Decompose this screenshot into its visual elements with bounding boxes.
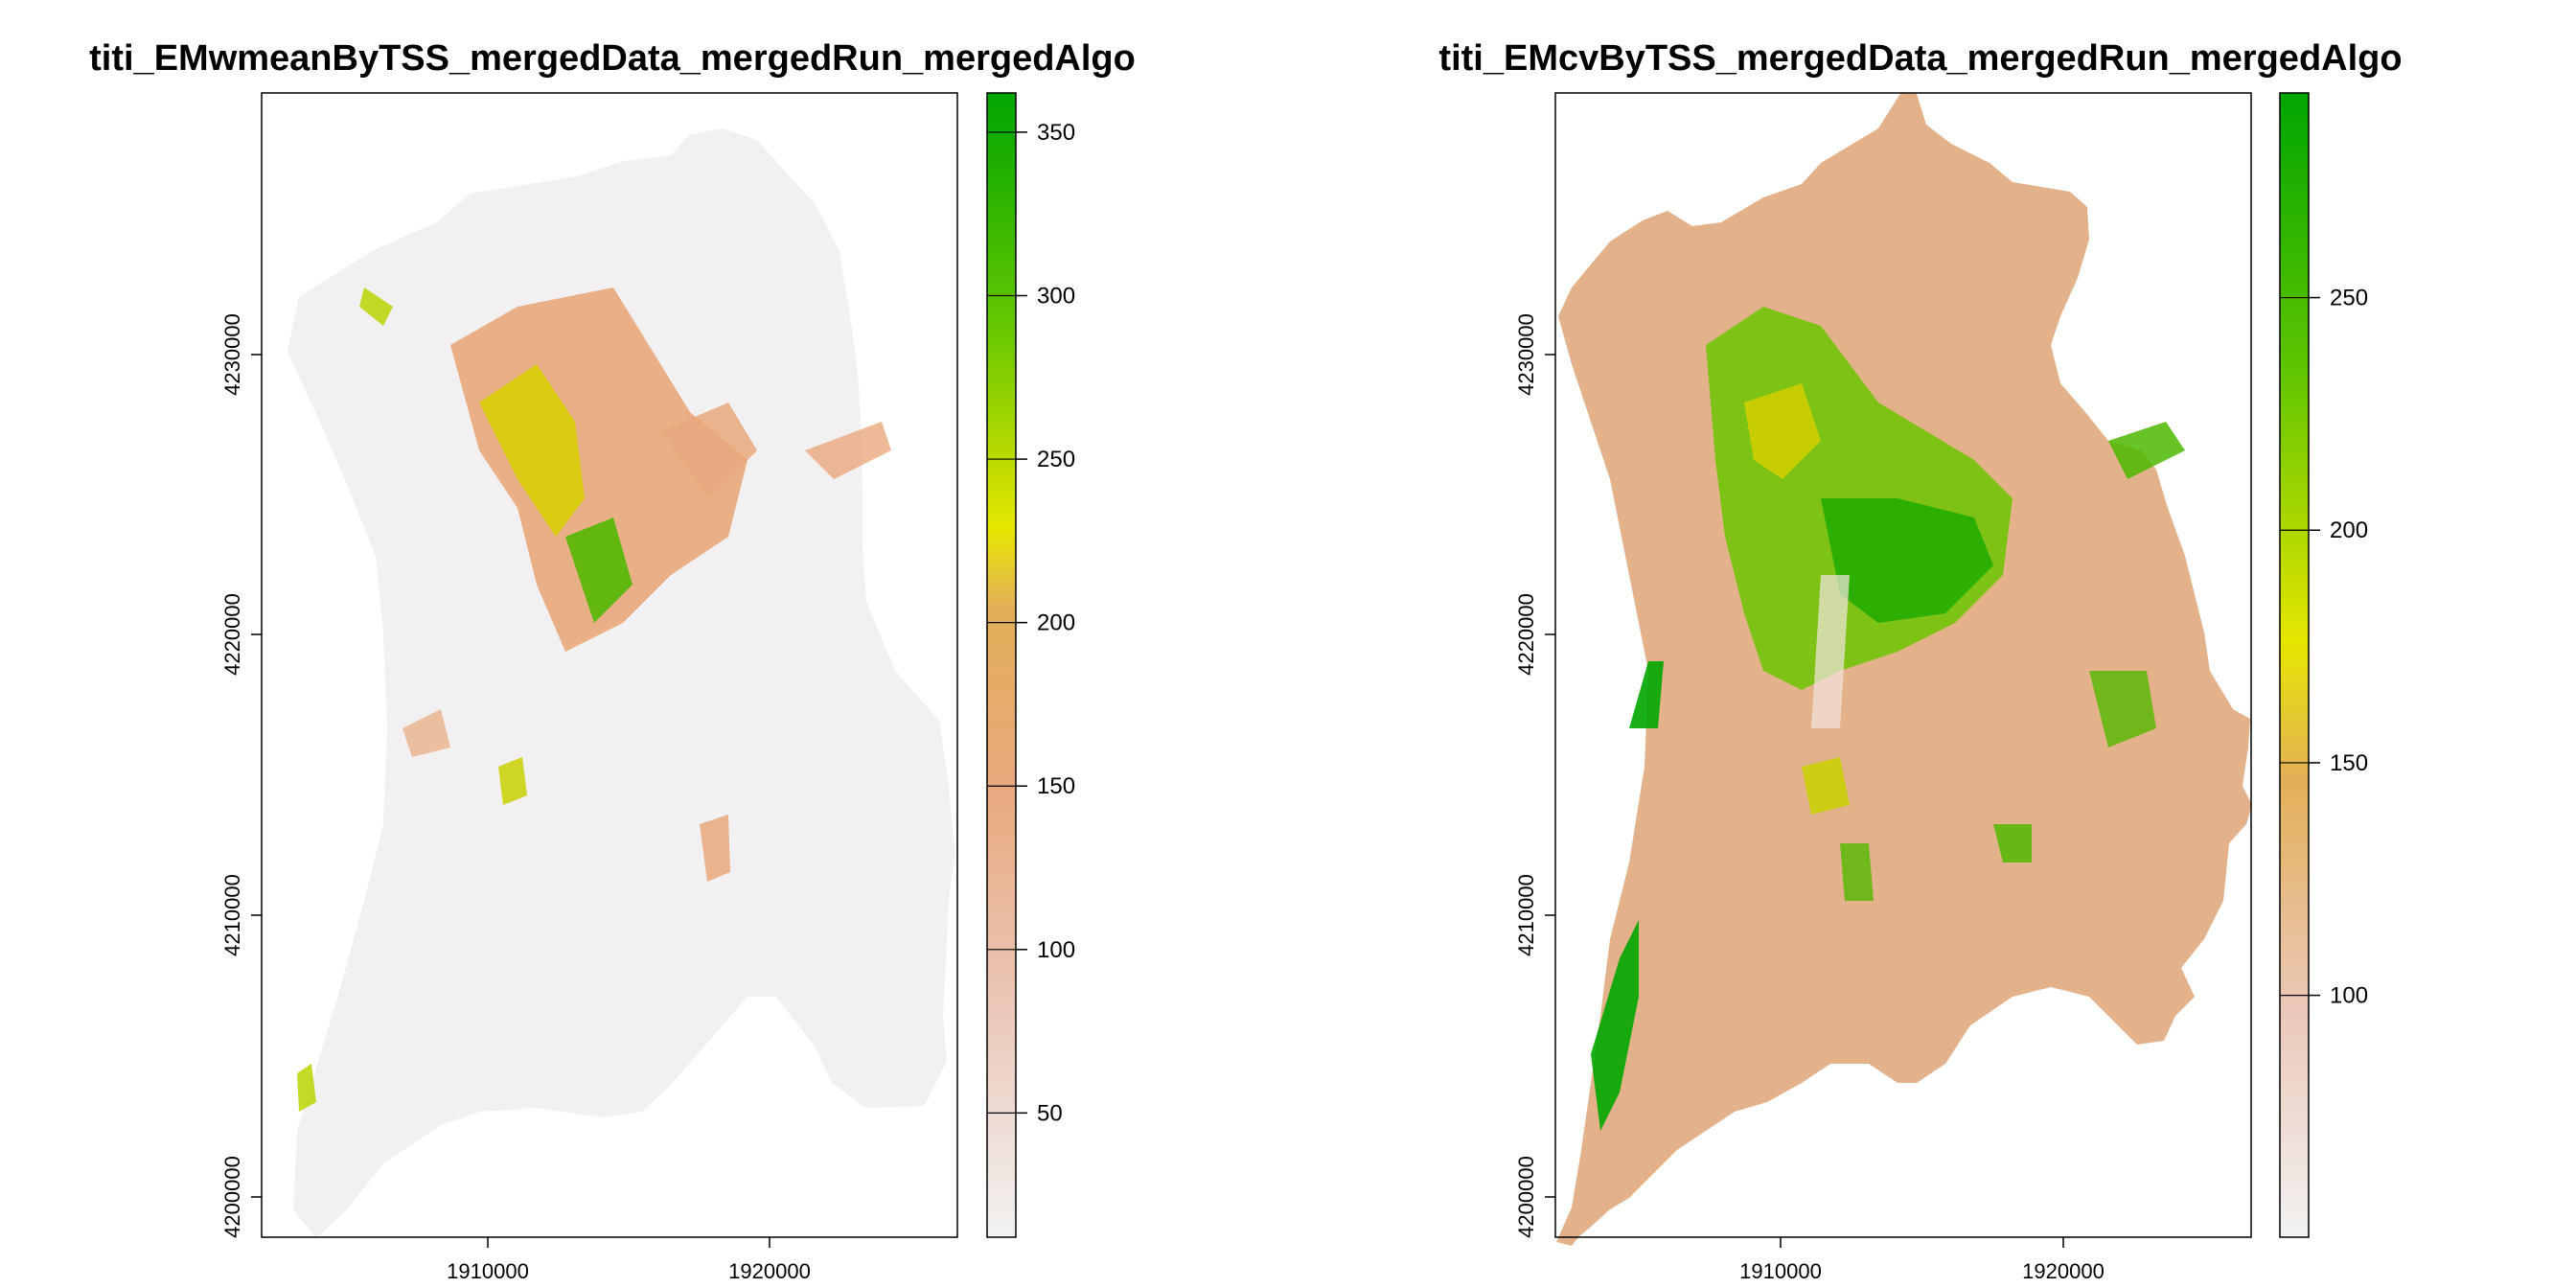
left-y-tick-label: 4200000 [220,1156,244,1238]
legend-tick-label: 200 [2330,518,2368,543]
legend-tick-label: 200 [1037,610,1075,636]
left-y-tick-label: 4230000 [220,313,244,396]
right-map-title: titi_EMcvByTSS_mergedData_mergedRun_merg… [1438,38,2403,79]
left-x-tick-label: 1910000 [447,1259,529,1283]
left-map-area [288,128,954,1238]
legend-tick-label: 50 [1037,1100,1063,1126]
right-map-hotspots [1591,307,2185,1131]
left-y-axis: 4200000 4210000 4220000 4230000 [220,313,262,1238]
right-y-axis: 4200000 4210000 4220000 4230000 [1514,313,1555,1238]
right-x-tick-label: 1910000 [1739,1259,1822,1283]
right-y-tick-label: 4200000 [1514,1156,1538,1238]
legend-tick-label: 300 [1037,284,1075,310]
right-y-tick-label: 4210000 [1514,874,1538,956]
right-x-axis: 1910000 1920000 [1739,1237,2104,1283]
left-legend-colorbar [986,92,1017,1238]
left-legend-ticks: 50 100 150 200 250 300 350 [987,120,1075,1126]
legend-tick-label: 100 [1037,937,1075,963]
left-map-hotspots [297,288,891,1112]
legend-tick-label: 350 [1037,120,1075,146]
left-y-tick-label: 4210000 [220,874,244,956]
left-y-tick-label: 4220000 [220,593,244,676]
left-x-axis: 1910000 1920000 [447,1237,811,1283]
legend-tick-label: 250 [2330,286,2368,311]
right-legend-colorbar [2279,92,2310,1238]
left-color-legend: 50 100 150 200 250 300 350 [986,92,1075,1238]
right-color-legend: 100 150 200 250 [2279,92,2368,1238]
legend-tick-label: 150 [1037,773,1075,799]
right-map-frame [1554,92,2252,1238]
legend-tick-label: 250 [1037,447,1075,472]
left-map-frame [261,92,958,1238]
legend-tick-label: 100 [2330,983,2368,1009]
right-map-panel: 1910000 1920000 4200000 4210000 4220000 … [1514,92,2368,1283]
left-map-title: titi_EMwmeanByTSS_mergedData_mergedRun_m… [89,38,1136,79]
right-legend-ticks: 100 150 200 250 [2280,286,2368,1009]
legend-tick-label: 150 [2330,750,2368,776]
right-y-tick-label: 4220000 [1514,593,1538,676]
left-x-tick-label: 1920000 [728,1259,811,1283]
left-map-panel: 1910000 1920000 4200000 4210000 4220000 … [220,92,1075,1283]
right-x-tick-label: 1920000 [2022,1259,2104,1283]
right-y-tick-label: 4230000 [1514,313,1538,396]
